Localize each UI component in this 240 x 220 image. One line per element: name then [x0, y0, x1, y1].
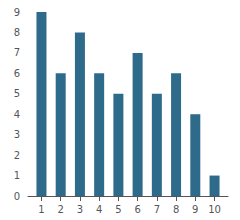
- svg-text:5: 5: [115, 204, 121, 215]
- svg-text:2: 2: [58, 204, 64, 215]
- svg-text:6: 6: [134, 204, 140, 215]
- svg-text:9: 9: [14, 7, 20, 18]
- svg-text:4: 4: [14, 109, 20, 120]
- svg-text:0: 0: [14, 191, 20, 202]
- svg-text:3: 3: [77, 204, 83, 215]
- svg-text:10: 10: [208, 204, 221, 215]
- svg-text:5: 5: [14, 88, 20, 99]
- svg-text:7: 7: [154, 204, 160, 215]
- svg-text:7: 7: [14, 47, 20, 58]
- svg-text:3: 3: [14, 129, 20, 140]
- svg-text:8: 8: [173, 204, 179, 215]
- svg-text:2: 2: [14, 150, 20, 161]
- svg-text:4: 4: [96, 204, 102, 215]
- svg-text:9: 9: [192, 204, 198, 215]
- svg-text:1: 1: [14, 170, 20, 181]
- svg-text:1: 1: [38, 204, 44, 215]
- svg-text:6: 6: [14, 68, 20, 79]
- svg-text:8: 8: [14, 27, 20, 38]
